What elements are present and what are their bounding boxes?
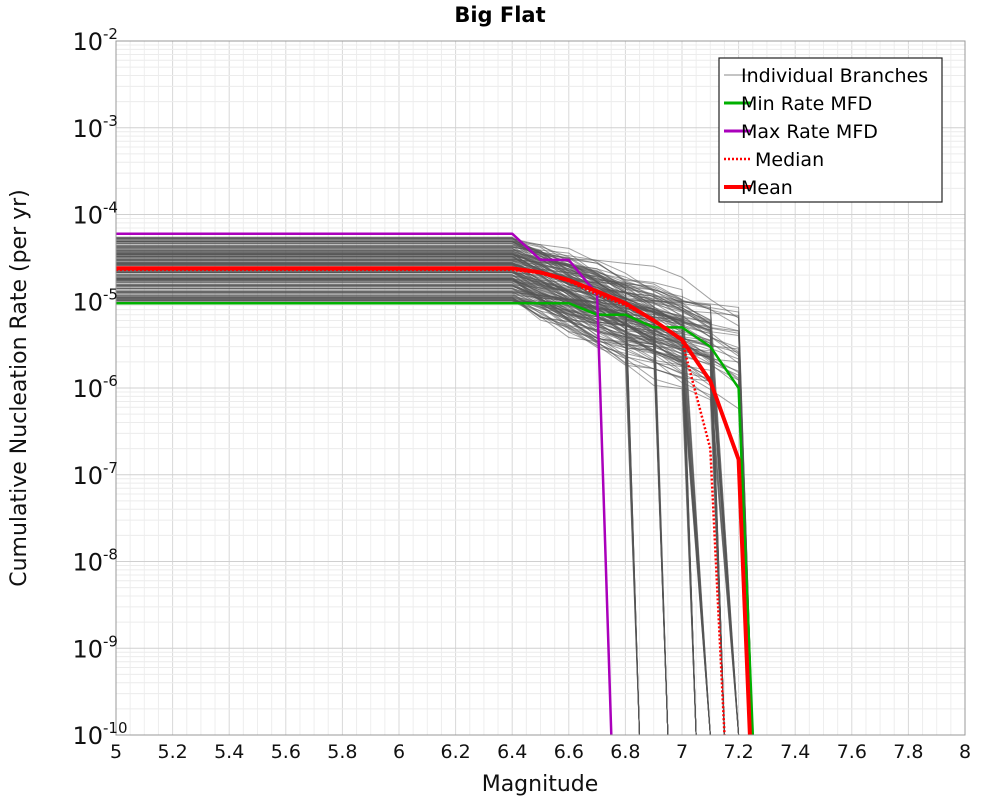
branch-line bbox=[116, 297, 711, 736]
x-tick-label: 6.6 bbox=[554, 741, 584, 763]
branch-line bbox=[116, 271, 669, 736]
branch-line bbox=[116, 288, 754, 736]
branch-line bbox=[116, 292, 669, 736]
y-tick-exponent: -9 bbox=[103, 632, 118, 650]
y-tick-exponent: -4 bbox=[103, 199, 118, 217]
x-tick-label: 7.4 bbox=[780, 741, 810, 763]
branch-line bbox=[116, 300, 640, 736]
branch-line bbox=[116, 274, 669, 736]
branch-line bbox=[116, 274, 725, 736]
branch-line bbox=[116, 299, 754, 736]
y-tick-label: 10 bbox=[72, 462, 103, 490]
branch-line bbox=[116, 261, 754, 736]
x-tick-label: 8 bbox=[959, 741, 971, 763]
legend-box bbox=[718, 57, 943, 203]
branch-line bbox=[116, 297, 725, 736]
legend-label: Individual Branches bbox=[741, 65, 928, 87]
chart-title: Big Flat bbox=[454, 3, 545, 27]
y-tick-label: 10 bbox=[72, 549, 103, 577]
branch-line bbox=[116, 238, 640, 736]
branch-line bbox=[116, 242, 640, 736]
x-tick-label: 7.2 bbox=[723, 741, 753, 763]
branch-line bbox=[116, 256, 640, 736]
branch-line bbox=[116, 292, 669, 736]
x-tick-label: 7 bbox=[676, 741, 688, 763]
branch-line bbox=[116, 255, 725, 736]
y-axis-ticks: 10-210-310-410-510-610-710-810-910-10 bbox=[72, 25, 127, 750]
y-tick-exponent: -6 bbox=[103, 372, 118, 390]
branch-line bbox=[116, 291, 754, 736]
branch-line bbox=[116, 277, 725, 736]
x-axis-label: Magnitude bbox=[482, 772, 599, 797]
y-tick-label: 10 bbox=[72, 28, 103, 56]
y-tick-exponent: -5 bbox=[103, 285, 118, 303]
x-axis-ticks: 5 5.2 5.4 5.6 5.8 6 6.2 6.4 6.6 6.8 7 7.2 7.4 7.6 7.8 8 bbox=[110, 741, 971, 763]
y-tick-label: 10 bbox=[72, 375, 103, 403]
series-median bbox=[116, 268, 726, 736]
branch-line bbox=[116, 296, 669, 736]
branch-line bbox=[116, 262, 725, 736]
x-tick-label: 5.4 bbox=[214, 741, 244, 763]
y-tick-exponent: -7 bbox=[103, 459, 118, 477]
legend: Individual Branches Min Rate MFD Max Rate … bbox=[718, 57, 943, 203]
branch-line bbox=[116, 278, 640, 736]
branch-line bbox=[116, 256, 640, 736]
x-tick-label: 6.4 bbox=[497, 741, 527, 763]
x-tick-label: 5.8 bbox=[327, 741, 357, 763]
plot-frame bbox=[115, 40, 966, 736]
x-tick-label: 5.2 bbox=[157, 741, 187, 763]
y-tick-exponent: -2 bbox=[103, 25, 118, 43]
branch-line bbox=[116, 297, 697, 736]
series-lines bbox=[116, 232, 755, 736]
branch-line bbox=[116, 263, 640, 736]
legend-label: Median bbox=[755, 149, 824, 171]
y-axis-label: Cumulative Nucleation Rate (per yr) bbox=[7, 189, 32, 587]
branch-line bbox=[116, 243, 740, 736]
branch-line bbox=[116, 279, 669, 736]
x-tick-label: 7.6 bbox=[837, 741, 867, 763]
series-max-rate-mfd bbox=[116, 232, 613, 736]
x-tick-label: 6 bbox=[393, 741, 405, 763]
series-min-rate-mfd bbox=[116, 301, 755, 736]
branch-line bbox=[116, 296, 640, 736]
branch-line bbox=[116, 271, 725, 736]
x-tick-label: 6.2 bbox=[440, 741, 470, 763]
legend-label: Mean bbox=[741, 177, 793, 199]
y-tick-exponent: -10 bbox=[103, 719, 128, 737]
individual-branches bbox=[116, 236, 754, 736]
branch-line bbox=[116, 298, 669, 736]
branch-line bbox=[116, 257, 697, 736]
x-tick-label: 6.8 bbox=[610, 741, 640, 763]
grid bbox=[115, 41, 966, 736]
x-tick-label: 5 bbox=[110, 741, 122, 763]
branch-line bbox=[116, 280, 669, 736]
y-tick-label: 10 bbox=[72, 722, 103, 750]
branch-line bbox=[116, 274, 725, 736]
y-tick-exponent: -8 bbox=[103, 546, 118, 564]
branch-line bbox=[116, 280, 669, 736]
x-tick-label: 5.6 bbox=[271, 741, 301, 763]
y-tick-exponent: -3 bbox=[103, 112, 118, 130]
y-tick-label: 10 bbox=[72, 115, 103, 143]
x-tick-label: 7.8 bbox=[893, 741, 923, 763]
branch-line bbox=[116, 294, 640, 736]
legend-label: Max Rate MFD bbox=[741, 121, 878, 143]
branch-line bbox=[116, 285, 740, 736]
series-mean bbox=[116, 266, 752, 736]
legend-label: Min Rate MFD bbox=[741, 93, 872, 115]
branch-line bbox=[116, 272, 669, 736]
branch-line bbox=[116, 291, 669, 736]
branch-line bbox=[116, 271, 640, 736]
branch-line bbox=[116, 262, 725, 736]
y-tick-label: 10 bbox=[72, 635, 103, 663]
y-tick-label: 10 bbox=[72, 202, 103, 230]
branch-line bbox=[116, 256, 640, 736]
branch-line bbox=[116, 279, 640, 736]
y-tick-label: 10 bbox=[72, 288, 103, 316]
branch-line bbox=[116, 255, 725, 736]
